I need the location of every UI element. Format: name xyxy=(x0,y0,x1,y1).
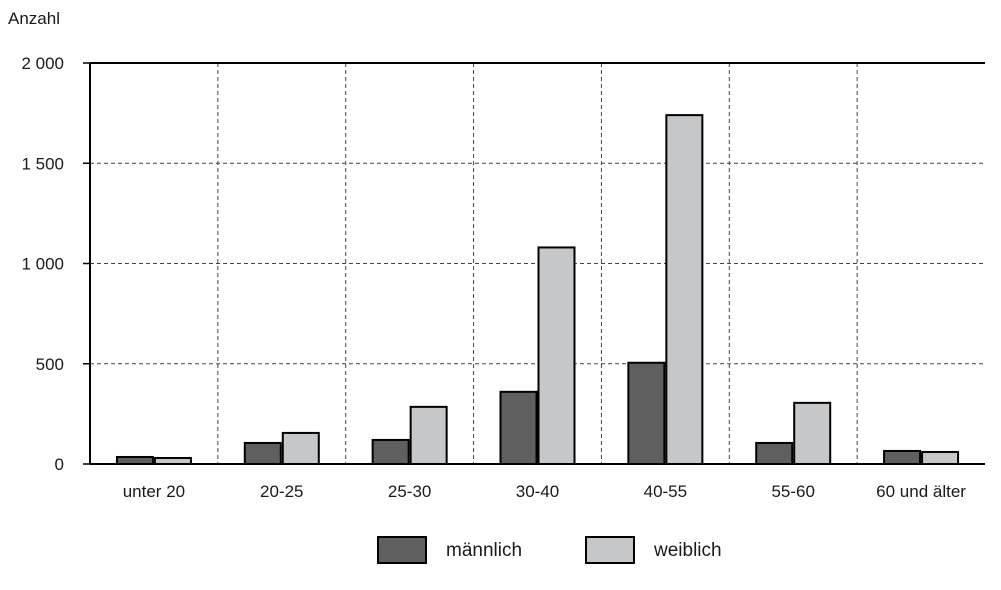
bar-männlich-40-55 xyxy=(628,363,664,464)
y-tick-label: 1 000 xyxy=(21,255,64,274)
x-tick-labels: unter 20 20-25 25-30 30-40 40-55 55-60 60 und … xyxy=(123,482,967,501)
legend: männlich weiblich xyxy=(378,537,722,563)
bar-männlich-30-40 xyxy=(501,392,537,464)
x-tick-label: unter 20 xyxy=(123,482,185,501)
x-tick-label: 40-55 xyxy=(644,482,687,501)
y-tick-label: 1 500 xyxy=(21,154,64,173)
bar-weiblich-55-60 xyxy=(794,403,830,464)
legend-label-weiblich: weiblich xyxy=(653,540,722,561)
x-tick-label: 30-40 xyxy=(516,482,559,501)
y-axis-title: Anzahl xyxy=(8,9,60,28)
legend-swatch-männlich xyxy=(378,537,426,563)
bar-weiblich-25-30 xyxy=(411,407,447,464)
x-tick-label: 60 und älter xyxy=(876,482,966,501)
bars xyxy=(117,115,958,464)
y-tick-label: 500 xyxy=(36,355,64,374)
bar-weiblich-20-25 xyxy=(283,433,319,464)
bar-männlich-20-25 xyxy=(245,443,281,464)
bar-weiblich-30-40 xyxy=(539,247,575,464)
legend-label-männlich: männlich xyxy=(446,540,522,561)
bar-männlich-unter 20 xyxy=(117,457,153,464)
x-tick-label: 20-25 xyxy=(260,482,303,501)
y-tick-labels: 0 500 1 000 1 500 2 000 xyxy=(21,54,64,474)
y-tick-label: 0 xyxy=(55,455,64,474)
bar-weiblich-40-55 xyxy=(666,115,702,464)
legend-swatch-weiblich xyxy=(586,537,634,563)
bar-männlich-60 und älter xyxy=(884,451,920,464)
x-tick-label: 25-30 xyxy=(388,482,431,501)
y-tick-label: 2 000 xyxy=(21,54,64,73)
x-tick-label: 55-60 xyxy=(771,482,814,501)
bar-weiblich-60 und älter xyxy=(922,452,958,464)
bar-männlich-55-60 xyxy=(756,443,792,464)
bar-männlich-25-30 xyxy=(373,440,409,464)
